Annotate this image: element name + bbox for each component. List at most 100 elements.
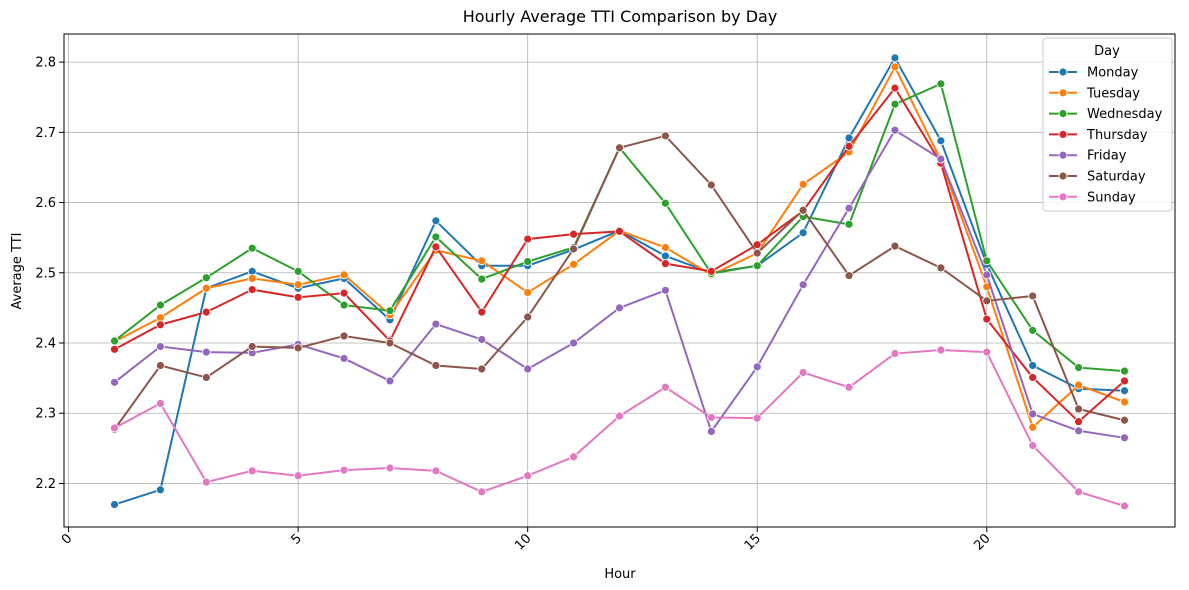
data-point (982, 347, 992, 357)
data-point (156, 398, 165, 408)
y-tick-label: 2.3 (35, 407, 56, 422)
data-point (293, 343, 303, 353)
data-point (706, 413, 716, 422)
legend-item-saturday: Saturday (1049, 170, 1146, 185)
legend-label: Wednesday (1087, 107, 1163, 122)
series-lines (110, 53, 1129, 511)
data-point (844, 133, 854, 143)
legend: Day Monday Tuesday Wednesday Thursday Friday… (1042, 37, 1173, 212)
data-point (431, 216, 441, 226)
data-point (156, 361, 165, 370)
legend-item-sunday: Sunday (1049, 190, 1136, 205)
grid-lines (64, 34, 1175, 527)
data-point (936, 79, 946, 89)
x-tick-label: 10 (512, 531, 534, 553)
data-point (385, 338, 395, 348)
y-axis-ticks: 2.2 2.3 2.4 2.5 2.6 2.7 2.8 (35, 56, 64, 492)
data-point (156, 485, 165, 495)
data-point (110, 423, 119, 433)
data-point (339, 331, 349, 341)
data-point (110, 344, 119, 354)
data-point (569, 338, 578, 348)
data-point (1120, 376, 1129, 386)
data-point (201, 307, 211, 317)
data-point (844, 382, 854, 392)
data-point (798, 280, 808, 290)
data-point (110, 336, 119, 346)
chart-title: Hourly Average TTI Comparison by Day (463, 7, 778, 26)
data-point (1120, 433, 1129, 443)
x-tick-label: 15 (742, 531, 764, 553)
data-point (615, 143, 624, 153)
data-point (431, 319, 441, 329)
data-point (477, 256, 487, 266)
data-point (890, 241, 900, 251)
data-point (706, 266, 716, 276)
data-point (293, 280, 303, 290)
data-point (1028, 409, 1038, 419)
data-point (1028, 291, 1038, 301)
data-point (661, 198, 670, 208)
data-point (1028, 325, 1038, 335)
data-point (661, 382, 670, 392)
data-point (752, 413, 762, 423)
legend-item-thursday: Thursday (1049, 128, 1148, 143)
data-point (982, 270, 992, 280)
y-tick-label: 2.6 (35, 196, 56, 211)
data-point (798, 205, 808, 215)
data-point (201, 273, 211, 283)
legend-label: Friday (1087, 149, 1127, 164)
x-tick-label: 20 (971, 531, 993, 553)
data-point (201, 373, 211, 382)
data-point (1074, 404, 1083, 414)
data-point (890, 62, 900, 72)
data-point (201, 477, 211, 487)
data-point (431, 361, 441, 370)
data-point (523, 364, 533, 374)
x-tick-label: 0 (59, 531, 75, 547)
data-point (844, 271, 854, 280)
data-point (661, 243, 670, 252)
plot-frame (63, 33, 1176, 528)
series-thursday (110, 83, 1129, 427)
data-point (477, 364, 487, 374)
data-point (1028, 422, 1038, 432)
data-point (752, 240, 762, 250)
data-point (247, 285, 257, 295)
data-point (110, 500, 119, 509)
y-tick-label: 2.5 (35, 266, 56, 281)
y-tick-label: 2.4 (35, 337, 56, 352)
data-point (293, 266, 303, 276)
data-point (982, 314, 992, 324)
data-point (110, 377, 119, 387)
data-point (844, 141, 854, 151)
data-point (661, 259, 670, 269)
data-point (339, 270, 349, 280)
data-point (1074, 363, 1083, 372)
data-point (477, 274, 487, 284)
data-point (569, 259, 578, 269)
data-point (247, 243, 257, 253)
data-point (1028, 373, 1038, 382)
data-point (615, 226, 624, 236)
data-point (431, 242, 441, 252)
data-point (523, 312, 533, 322)
legend-item-friday: Friday (1049, 149, 1127, 164)
data-point (523, 471, 533, 481)
data-point (339, 354, 349, 363)
data-point (385, 463, 395, 473)
data-point (247, 466, 257, 476)
data-point (1074, 417, 1083, 427)
data-point (523, 257, 533, 266)
legend-item-monday: Monday (1049, 66, 1139, 81)
data-point (1120, 415, 1129, 425)
data-point (1120, 397, 1129, 407)
data-point (752, 362, 762, 372)
data-point (477, 487, 487, 497)
data-point (201, 283, 211, 293)
data-point (798, 179, 808, 189)
legend-item-wednesday: Wednesday (1049, 107, 1163, 122)
data-point (661, 131, 670, 141)
series-line (114, 349, 1125, 507)
legend-marker (1058, 129, 1068, 139)
